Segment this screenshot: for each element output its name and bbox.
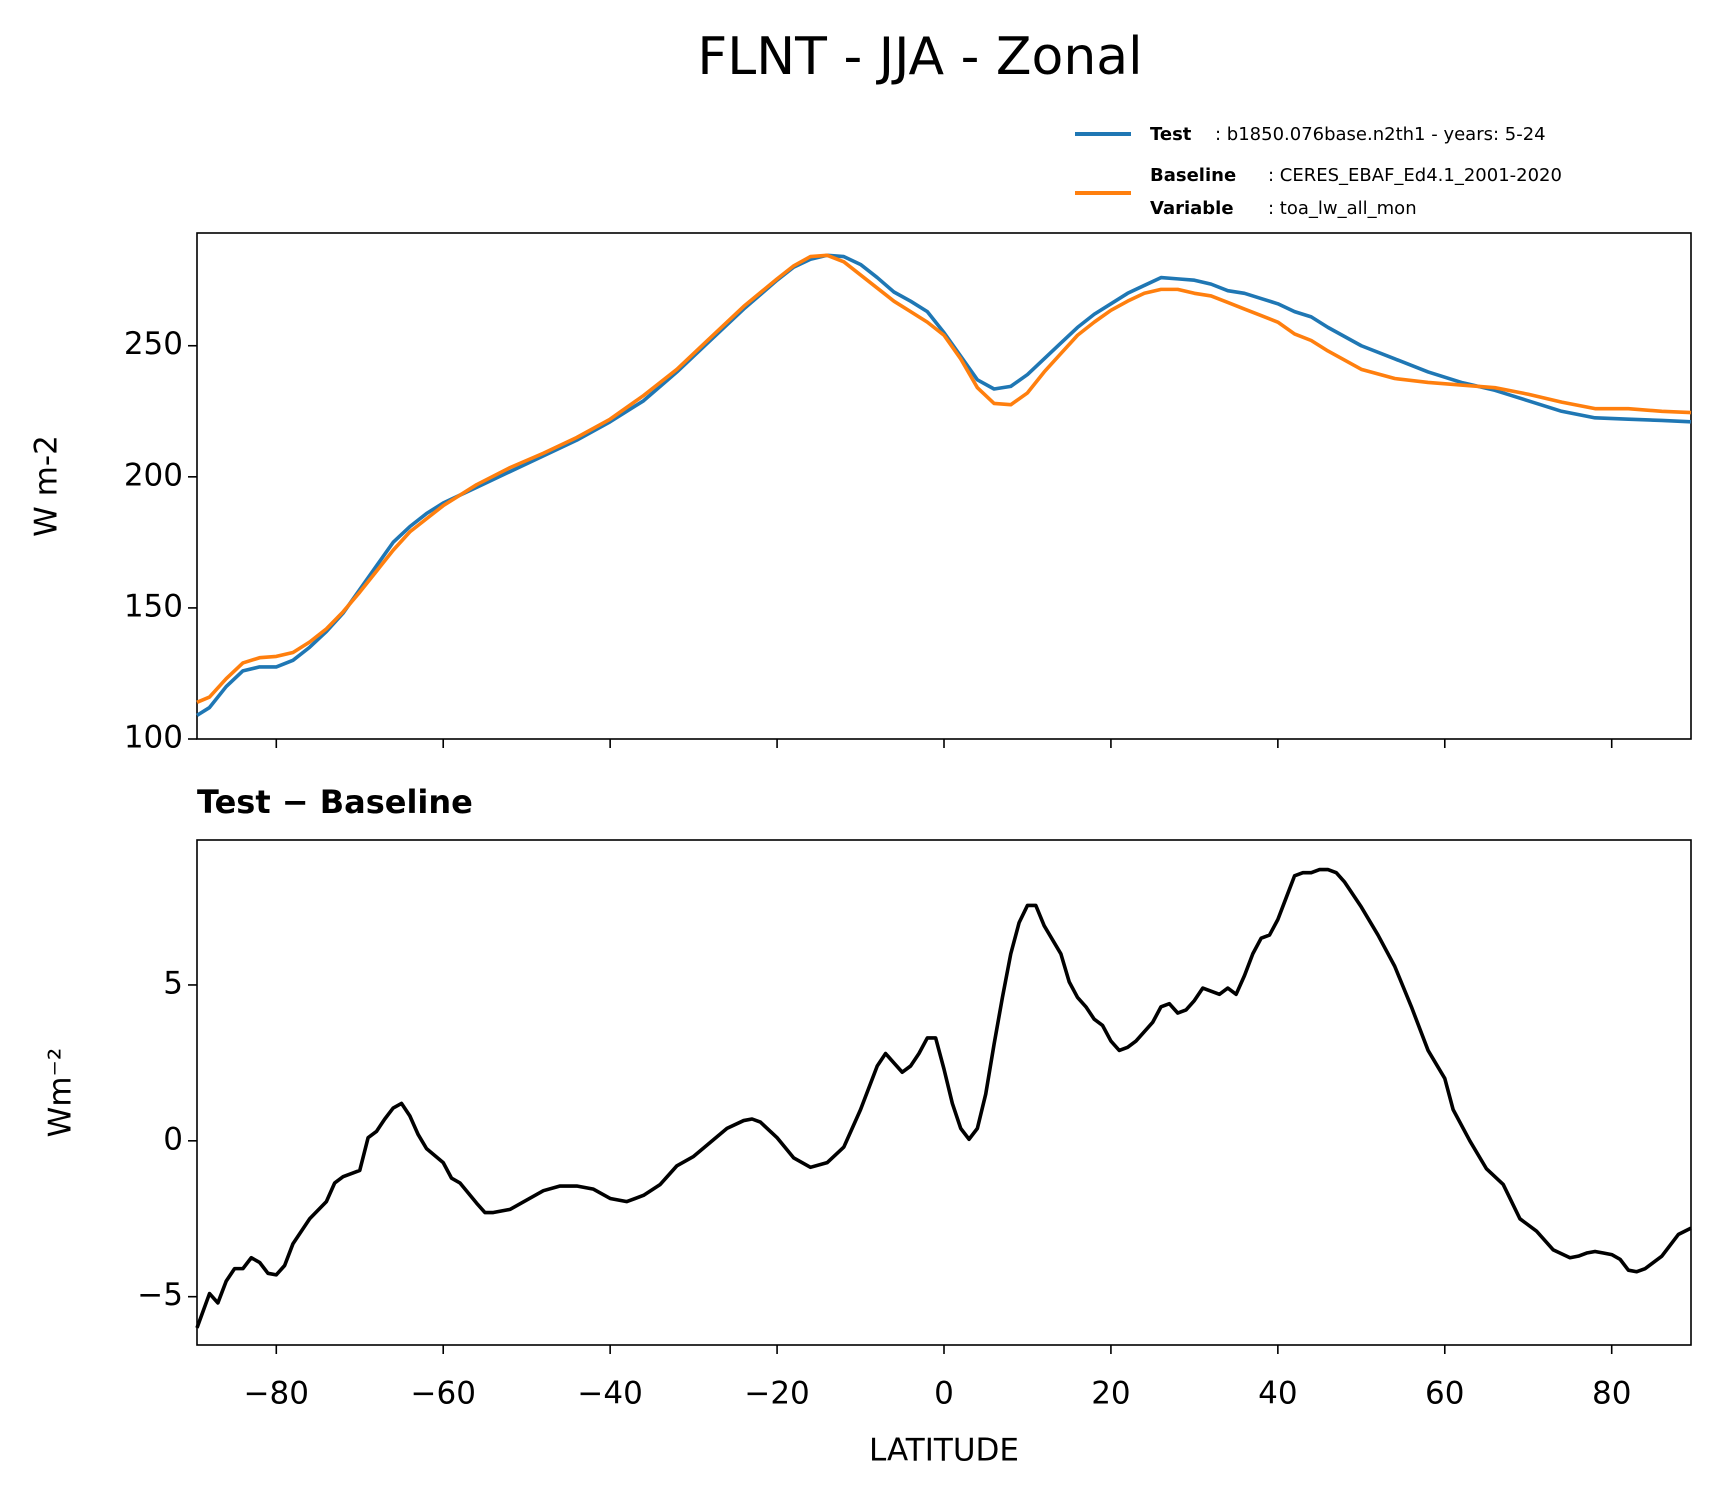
x-tick-label: −20 [744, 1376, 809, 1412]
plot-frame [196, 232, 1692, 740]
x-tick-label: 20 [1091, 1376, 1130, 1412]
legend: Test : b1850.076base.n2th1 - years: 5-24… [1075, 124, 1562, 219]
data-line [196, 253, 1692, 704]
data-line [195, 867, 1692, 1329]
panel-title: Test − Baseline [197, 783, 473, 821]
x-tick-label: 60 [1425, 1376, 1464, 1412]
legend-name: Baseline [1150, 165, 1236, 186]
plot-frame [196, 839, 1692, 1346]
figure-title: FLNT - JJA - Zonal [697, 27, 1142, 87]
x-tick-label: 80 [1592, 1376, 1631, 1412]
x-tick-label: 0 [934, 1376, 954, 1412]
y-axis-label: Wm⁻² [43, 1048, 79, 1138]
legend-name: Test [1150, 124, 1192, 145]
x-tick-label: −80 [244, 1376, 309, 1412]
legend-label: : CERES_EBAF_Ed4.1_2001-2020 [1268, 165, 1562, 186]
y-tick-label: −5 [137, 1277, 183, 1313]
y-axis-label: W m-2 [29, 435, 65, 537]
x-tick-label: −60 [411, 1376, 476, 1412]
legend-label: : b1850.076base.n2th1 - years: 5-24 [1215, 124, 1546, 145]
y-tick-label: 0 [163, 1121, 183, 1157]
y-tick-label: 250 [124, 326, 183, 362]
y-tick-label: 5 [163, 965, 183, 1001]
legend-name: Variable [1150, 198, 1234, 219]
legend-label: : toa_lw_all_mon [1268, 198, 1417, 219]
y-tick-label: 200 [124, 457, 183, 493]
data-line [196, 253, 1692, 717]
y-tick-label: 100 [124, 720, 183, 756]
x-tick-label: 40 [1258, 1376, 1297, 1412]
x-tick-label: −40 [577, 1376, 642, 1412]
y-tick-label: 150 [124, 588, 183, 624]
x-axis-label: LATITUDE [869, 1433, 1019, 1469]
